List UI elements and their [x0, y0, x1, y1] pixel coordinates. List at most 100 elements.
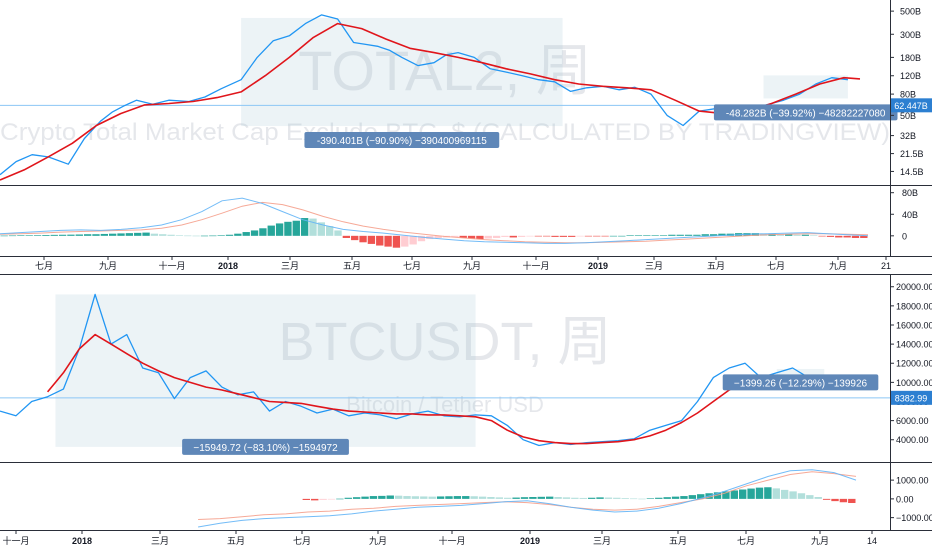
bottom-histogram-bar: [680, 496, 688, 499]
top-measure-box-0[interactable]: [241, 17, 563, 127]
top-histogram-bar: [459, 235, 467, 238]
top-macd-axis[interactable]: 80B 40B 0: [890, 188, 918, 241]
bottom-watermark: BTCUSDT, 周 Bitcoin / Tether USD: [278, 312, 611, 417]
top-histogram-bar: [376, 235, 384, 246]
bottom-price-tick-label-4: 12000.00: [896, 359, 932, 369]
bottom-histogram-bar: [336, 498, 344, 500]
top-histogram-bar: [517, 235, 526, 237]
bottom-histogram-bar: [453, 496, 462, 499]
top-histogram-bar: [659, 235, 668, 236]
top-price-tick-label-2: 180B: [900, 53, 921, 63]
bottom-histogram-bar: [470, 496, 478, 499]
bottom-time-axis[interactable]: 十一月 2018 三月 五月 七月 九月 十一月 2019 三月 五月 七月 九月 14: [2, 530, 877, 546]
top-histogram-bar: [492, 235, 501, 238]
top-histogram-bar: [860, 235, 868, 238]
bottom-price-tick-label-5: 10000.00: [896, 378, 932, 388]
top-histogram-bar: [184, 235, 192, 237]
bottom-histogram-bar: [386, 495, 394, 499]
bottom-histogram-bar: [445, 496, 453, 499]
bottom-histogram-bar: [394, 495, 403, 499]
top-histogram-bar: [309, 218, 317, 236]
bottom-time-tick-label-3: 五月: [227, 536, 245, 546]
bottom-histogram-bar: [730, 490, 739, 499]
top-macd-pane[interactable]: [0, 186, 890, 256]
top-histogram-bar: [718, 233, 726, 236]
bottom-histogram-bar: [462, 496, 470, 499]
bottom-histogram-bar: [671, 496, 680, 499]
top-histogram-bar: [100, 233, 108, 236]
top-time-tick-label-8: 十一月: [522, 260, 549, 271]
top-time-tick-label-3: 2018: [218, 261, 238, 271]
bottom-time-tick-label-6: 十一月: [438, 535, 465, 546]
bottom-histogram-bar: [797, 493, 806, 499]
bottom-histogram-bar: [537, 496, 545, 499]
top-histogram-bar: [217, 235, 225, 236]
top-histogram-bar: [568, 235, 576, 237]
top-histogram-bar: [326, 226, 334, 236]
top-macd-tick-label-1: 40B: [902, 210, 918, 220]
top-histogram-bar: [242, 232, 250, 236]
bottom-measure-box-0[interactable]: [55, 294, 476, 447]
top-histogram-bar: [509, 235, 517, 238]
top-histogram-bar: [676, 234, 684, 236]
top-time-tick-label-5: 五月: [343, 261, 361, 271]
bottom-histogram-bar: [722, 491, 730, 499]
bottom-price-tick-label-1: 18000.00: [896, 301, 932, 311]
bottom-histogram-bar: [747, 488, 755, 499]
bottom-histogram-bar: [529, 497, 537, 499]
bottom-histogram-bar: [520, 497, 529, 499]
bottom-time-tick-label-7: 2019: [520, 536, 540, 546]
bottom-time-tick-label-9: 五月: [669, 536, 687, 546]
top-histogram-bar: [250, 230, 259, 236]
top-histogram-bar: [643, 235, 651, 236]
bottom-price-axis[interactable]: 20000.00 18000.00 16000.00 14000.00 12000.00…: [890, 282, 932, 445]
top-histogram-bar: [451, 235, 459, 237]
top-signal-line: [0, 201, 869, 244]
bottom-histogram-bar: [831, 498, 839, 502]
bottom-price-pane[interactable]: [0, 275, 890, 462]
bottom-time-tick-label-1: 2018: [72, 536, 92, 546]
top-measure-box-1[interactable]: [763, 75, 848, 99]
bottom-histogram-bar: [512, 497, 520, 499]
bottom-time-tick-label-0: 十一月: [2, 535, 29, 546]
top-histogram-bar: [651, 235, 659, 236]
bottom-histogram-bar: [311, 498, 319, 501]
top-histogram-bar: [342, 235, 351, 238]
top-time-tick-label-11: 五月: [707, 261, 725, 271]
top-macd-tick-label-2: 0: [902, 231, 907, 241]
bottom-histogram-bar: [436, 496, 445, 499]
bottom-time-tick-label-12: 14: [867, 536, 877, 546]
top-price-tick-label-5: 50B: [900, 111, 916, 121]
top-watermark-symbol: TOTAL2, 周: [298, 39, 592, 102]
bottom-measure-labels: −15949.72 (−83.10%) −1594972 −1399.26 (−1…: [182, 374, 879, 455]
top-histogram-bar: [826, 235, 835, 237]
top-histogram-bar: [225, 234, 234, 236]
top-price-pane[interactable]: [0, 0, 890, 185]
top-histogram-bar: [117, 233, 125, 236]
bottom-histogram-bar: [378, 495, 386, 499]
top-histogram-bar: [125, 233, 134, 236]
top-macd-line: [0, 197, 869, 244]
top-price-tick-label-4: 80B: [900, 90, 916, 100]
top-histogram-bar: [851, 235, 860, 238]
top-histogram-bar: [351, 235, 359, 241]
top-histogram-bar: [267, 225, 275, 236]
top-histogram-bar: [843, 235, 851, 238]
bottom-measure-label-1: −1399.26 (−12.29%) −139926: [734, 378, 868, 389]
bottom-histogram-bar: [369, 496, 378, 499]
top-histogram-bar: [292, 220, 300, 236]
top-histogram-bar: [109, 233, 117, 236]
bottom-macd-axis[interactable]: 1000.00 0.00 −1000.00: [890, 476, 932, 524]
top-histogram-bar: [259, 228, 267, 236]
bottom-time-tick-label-4: 七月: [293, 536, 311, 546]
top-histogram-bar: [92, 234, 100, 236]
top-histogram-bar: [209, 235, 217, 237]
bottom-time-tick-label-10: 七月: [737, 536, 755, 546]
top-histogram-bar: [684, 234, 693, 236]
top-time-axis[interactable]: 七月 九月 十一月 2018 三月 五月 七月 九月 十一月 2019 三月 五月 七月 九月 21: [35, 256, 891, 271]
top-price-axis[interactable]: 500B 300B 180B 120B 80B 50B 32B 21.5B 14.5B 62.44…: [890, 7, 932, 177]
bottom-histogram-bar: [739, 489, 747, 499]
top-time-tick-label-1: 九月: [99, 261, 117, 271]
bottom-histogram-bar: [697, 494, 705, 499]
bottom-histogram-bar: [302, 498, 311, 500]
